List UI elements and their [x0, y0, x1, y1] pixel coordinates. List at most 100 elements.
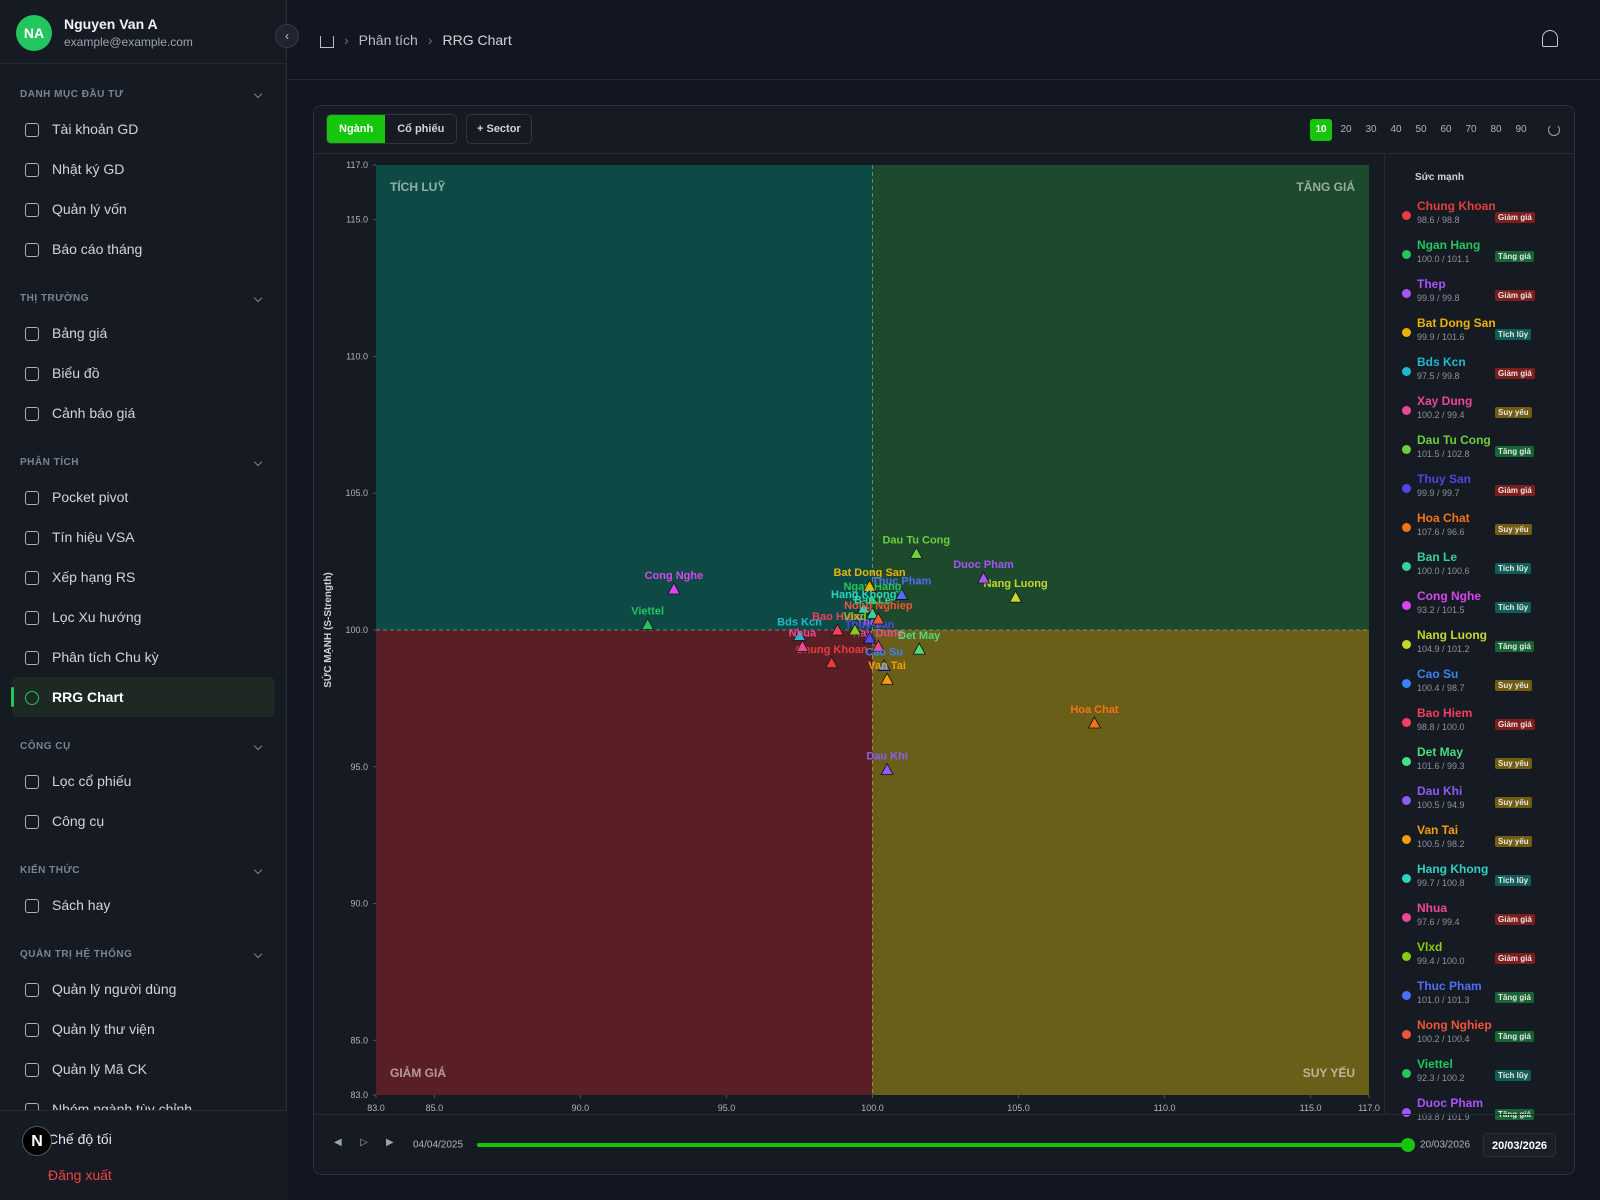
crumb[interactable]: Phân tích	[358, 32, 418, 48]
nav-item[interactable]: Xếp hạng RS	[12, 557, 275, 597]
status-badge: Suy yếu	[1495, 524, 1532, 535]
period-button[interactable]: 80	[1490, 124, 1502, 135]
refresh[interactable]	[1548, 124, 1560, 136]
legend-item[interactable]: Det May 101.6 / 99.3 Suy yếu	[1385, 742, 1575, 781]
legend-value: 100.2 / 99.4	[1417, 410, 1465, 420]
legend-name: Hoa Chat	[1417, 511, 1470, 525]
legend-item[interactable]: Dau Tu Cong 101.5 / 102.8 Tăng giá	[1385, 430, 1575, 469]
collapse-button[interactable]: ‹	[275, 24, 299, 48]
home-icon[interactable]	[320, 35, 334, 48]
legend-item[interactable]: Xay Dung 100.2 / 99.4 Suy yếu	[1385, 391, 1575, 430]
legend-item[interactable]: Nhua 97.6 / 99.4 Giảm giá	[1385, 898, 1575, 937]
legend-item[interactable]: Bds Kcn 97.5 / 99.8 Giảm giá	[1385, 352, 1575, 391]
point	[909, 546, 923, 559]
nav-item[interactable]: Pocket pivot	[12, 477, 275, 517]
section-title[interactable]: QUẢN TRỊ HỆ THỐNG	[0, 941, 287, 969]
notifications[interactable]	[1542, 30, 1558, 47]
legend-item[interactable]: Bao Hiem 98.8 / 100.0 Giảm giá	[1385, 703, 1575, 742]
section-title[interactable]: THỊ TRƯỜNG	[0, 285, 287, 313]
legend-value: 100.5 / 98.2	[1417, 839, 1465, 849]
nav-item[interactable]: Lọc Xu hướng	[12, 597, 275, 637]
legend-item[interactable]: Dau Khi 100.5 / 94.9 Suy yếu	[1385, 781, 1575, 820]
legend-item[interactable]: Hoa Chat 107.6 / 96.6 Suy yếu	[1385, 508, 1575, 547]
period-button[interactable]: 30	[1365, 124, 1377, 135]
legend-header[interactable]: Sức mạnh	[1415, 172, 1464, 183]
legend-item[interactable]: Thep 99.9 / 99.8 Giảm giá	[1385, 274, 1575, 313]
nav-item[interactable]: Công cụ	[12, 801, 275, 841]
period-button[interactable]: 50	[1415, 124, 1427, 135]
period-button[interactable]: 90	[1515, 124, 1527, 135]
timeline-track[interactable]	[477, 1143, 1412, 1147]
period-button[interactable]: 20	[1340, 124, 1352, 135]
period-button[interactable]: 40	[1390, 124, 1402, 135]
nav-item[interactable]: Bảng giá	[12, 313, 275, 353]
nav-item[interactable]: Quản lý Mã CK	[12, 1049, 275, 1089]
nav-item[interactable]: Quản lý thư viện	[12, 1009, 275, 1049]
period-button[interactable]: 60	[1440, 124, 1452, 135]
nav-item[interactable]: Nhật ký GD	[12, 149, 275, 189]
next-button[interactable]: ▶	[386, 1137, 394, 1148]
timeline-knob[interactable]	[1401, 1138, 1415, 1152]
legend-dot	[1402, 1030, 1411, 1039]
tab[interactable]: Cổ phiếu	[397, 123, 445, 135]
nav-item[interactable]: Cảnh báo giá	[12, 393, 275, 433]
status-badge: Giảm giá	[1495, 212, 1535, 223]
legend-item[interactable]: Thuc Pham 101.0 / 101.3 Tăng giá	[1385, 976, 1575, 1015]
legend-item[interactable]: Viettel 92.3 / 100.2 Tích lũy	[1385, 1054, 1575, 1093]
nav-item[interactable]: Báo cáo tháng	[12, 229, 275, 269]
logout[interactable]: Đăng xuất	[48, 1167, 112, 1183]
legend-item[interactable]: Ban Le 100.0 / 100.6 Tích lũy	[1385, 547, 1575, 586]
nav-item[interactable]: Lọc cổ phiếu	[12, 761, 275, 801]
point-label: Hoa Chat	[1070, 704, 1119, 716]
nav-item[interactable]: Nhóm ngành tùy chỉnh	[12, 1089, 275, 1110]
legend-name: Thuy San	[1417, 472, 1472, 486]
point-label: Nhua	[789, 627, 817, 639]
nav-item[interactable]: Quản lý người dùng	[12, 969, 275, 1009]
user-name: Nguyen Van A	[64, 16, 158, 32]
y-tick-label: 95.0	[350, 762, 368, 772]
legend-dot	[1402, 289, 1411, 298]
legend-item[interactable]: Cao Su 100.4 / 98.7 Suy yếu	[1385, 664, 1575, 703]
y-tick-label: 100.0	[345, 625, 368, 635]
legend-dot	[1402, 913, 1411, 922]
point-label: Vlxd	[843, 611, 866, 623]
nav-item[interactable]: Tín hiệu VSA	[12, 517, 275, 557]
period-button[interactable]: 70	[1465, 124, 1477, 135]
legend-item[interactable]: Nang Luong 104.9 / 101.2 Tăng giá	[1385, 625, 1575, 664]
period-button[interactable]: 10	[1310, 119, 1332, 141]
legend-item[interactable]: Chung Khoan 98.6 / 98.8 Giảm giá	[1385, 196, 1575, 235]
status-badge: Tích lũy	[1495, 875, 1532, 886]
add-sector[interactable]: + Sector	[466, 114, 532, 144]
nav-item[interactable]: Phân tích Chu kỳ	[12, 637, 275, 677]
point-label: Bao Hiem	[812, 611, 863, 623]
legend-item[interactable]: Van Tai 100.5 / 98.2 Suy yếu	[1385, 820, 1575, 859]
legend-item[interactable]: Cong Nghe 93.2 / 101.5 Tích lũy	[1385, 586, 1575, 625]
section-title[interactable]: CÔNG CỤ	[0, 733, 287, 761]
legend-item[interactable]: Thuy San 99.9 / 99.7 Giảm giá	[1385, 469, 1575, 508]
point	[880, 672, 894, 685]
legend-dot	[1402, 601, 1411, 610]
legend-item[interactable]: Ngan Hang 100.0 / 101.1 Tăng giá	[1385, 235, 1575, 274]
nav-item[interactable]: Quản lý vốn	[12, 189, 275, 229]
nav-item[interactable]: Tài khoản GD	[12, 109, 275, 149]
nav-item[interactable]: Biểu đồ	[12, 353, 275, 393]
section-title[interactable]: DANH MỤC ĐẦU TƯ	[0, 81, 287, 109]
section-title[interactable]: KIẾN THỨC	[0, 857, 287, 885]
legend-item[interactable]: Hang Khong 99.7 / 100.8 Tích lũy	[1385, 859, 1575, 898]
section-title[interactable]: PHÂN TÍCH	[0, 449, 287, 477]
nav-item[interactable]: Sách hay	[12, 885, 275, 925]
theme-toggle[interactable]: Chế độ tối	[48, 1131, 112, 1147]
y-tick-label: 90.0	[350, 899, 368, 909]
legend-item[interactable]: Nong Nghiep 100.2 / 100.4 Tăng giá	[1385, 1015, 1575, 1054]
status-badge: Tăng giá	[1495, 251, 1534, 262]
point-label: Dau Tu Cong	[882, 534, 950, 546]
nav-item[interactable]: RRG Chart	[11, 677, 275, 717]
legend-value: 99.9 / 101.6	[1417, 332, 1465, 342]
first-button[interactable]: ◀	[334, 1137, 342, 1148]
legend-name: Nhua	[1417, 901, 1447, 915]
play-button[interactable]: ▷	[360, 1137, 368, 1148]
tab[interactable]: Ngành	[327, 115, 386, 143]
legend-item[interactable]: Vlxd 99.4 / 100.0 Giảm giá	[1385, 937, 1575, 976]
legend-item[interactable]: Bat Dong San 99.9 / 101.6 Tích lũy	[1385, 313, 1575, 352]
